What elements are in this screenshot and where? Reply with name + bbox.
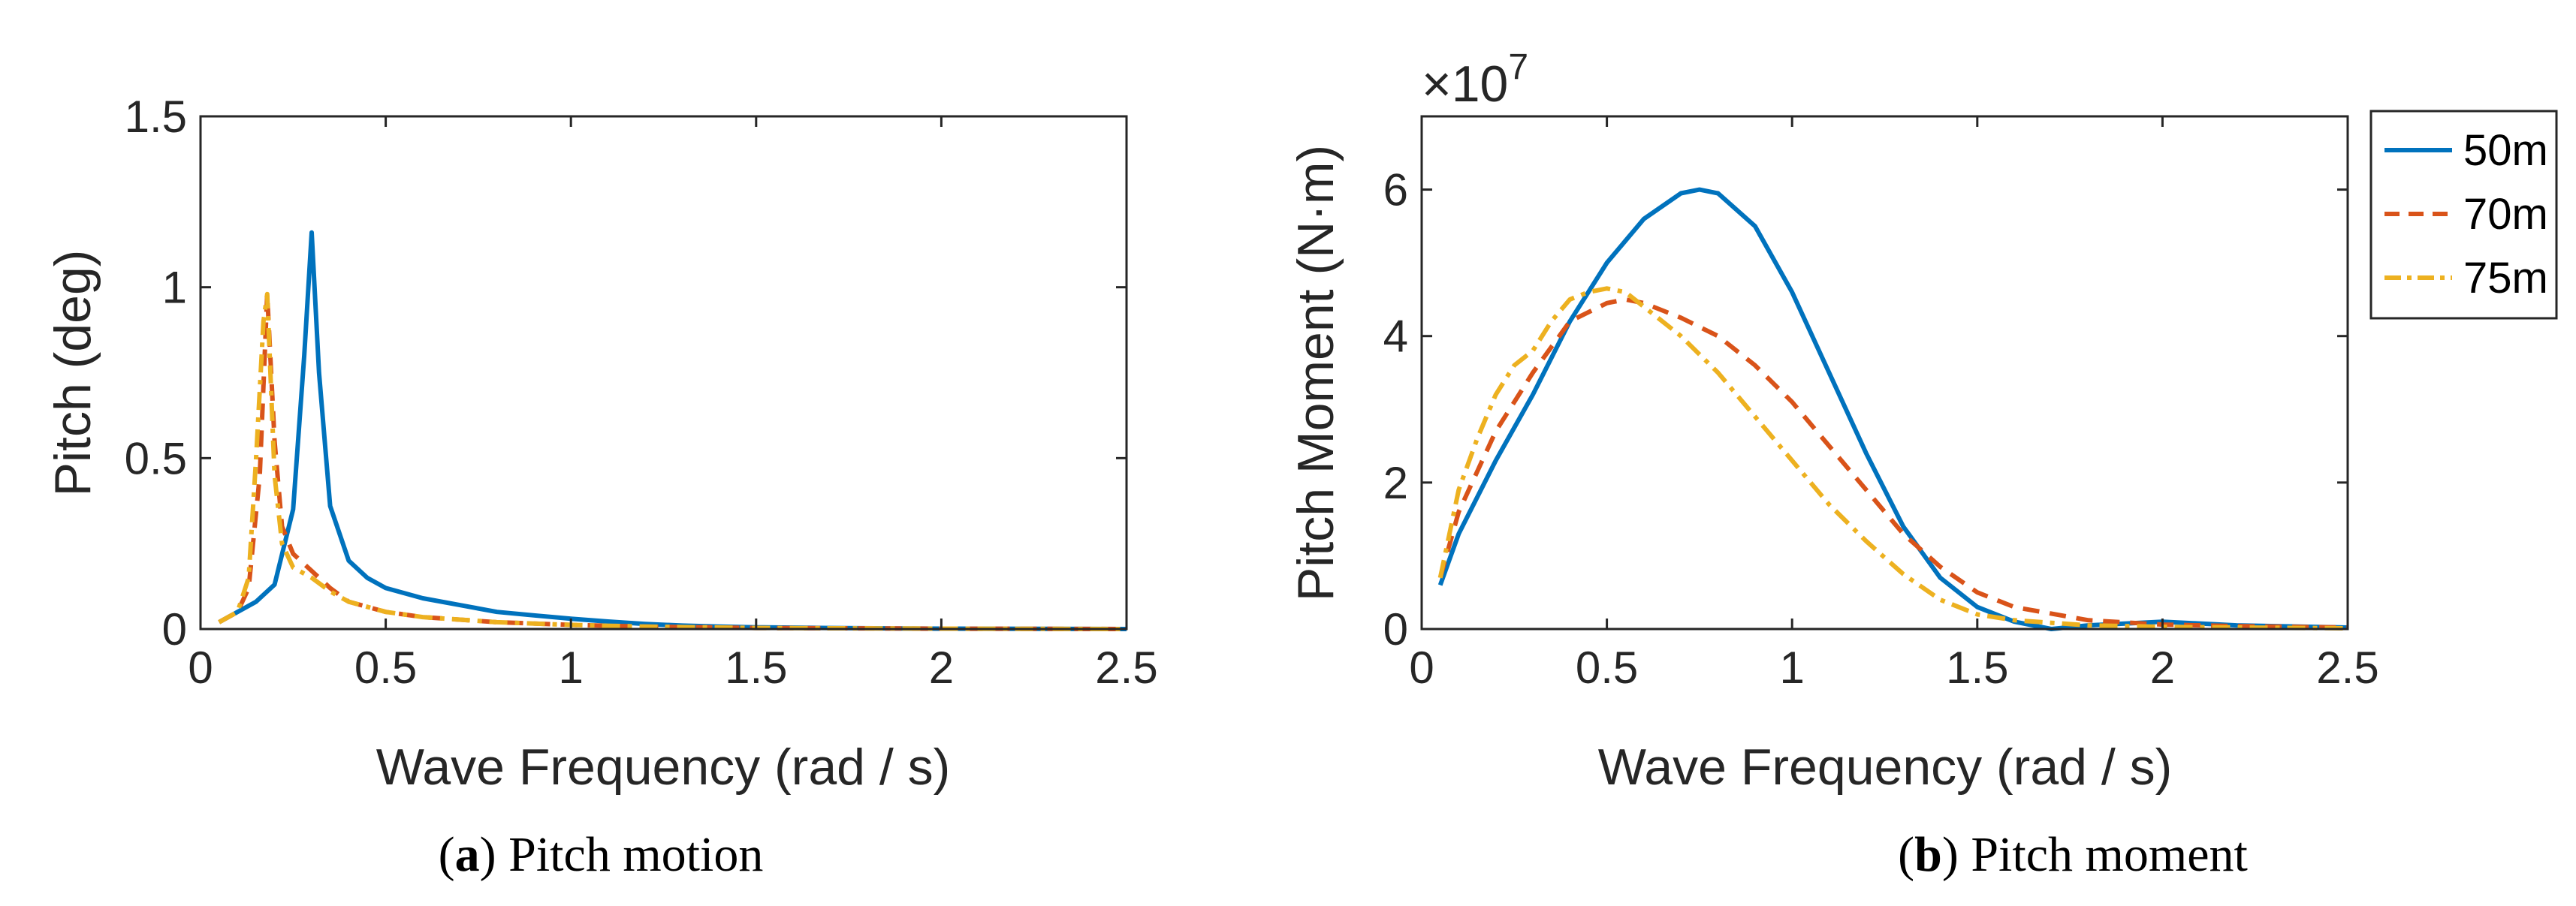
y-tick-label: 2 [1383,458,1408,508]
y-axis-label-b: Pitch Moment (N·m) [1287,145,1344,601]
scale-base: ×10 [1422,56,1508,113]
caption-a: (a) Pitch motion [439,827,764,882]
x-tick-label: 0.5 [1576,643,1638,693]
legend-label-75m: 75m [2463,254,2548,303]
chart-pitch-motion: 0 0.5 1 1.5 2 2.5 0 0.5 1 1.5 Wave Frequency (ra… [44,92,1158,882]
x-tick-label: 0 [1409,643,1434,693]
series-line-75m [1437,286,2348,631]
x-tick-label: 1.5 [725,643,787,693]
x-tick-label: 2.5 [1095,643,1157,693]
series-line-70m [1437,296,2348,630]
scale-exponent: 7 [1508,47,1528,87]
y-tick-label: 0 [1383,604,1408,655]
scale-label-b: ×107 [1422,47,1528,113]
legend: 50m 70m 75m [2369,110,2558,320]
x-axis-label-a: Wave Frequency (rad / s) [376,739,951,796]
x-tick-label: 1 [559,643,584,693]
chart-pitch-moment: 0 0.5 1 1.5 2 2.5 0 2 4 6 ×107 Wave Frequency (r… [1287,47,2558,882]
x-tick-label: 1 [1780,643,1805,693]
y-tick-label: 1 [162,263,187,313]
plot-area-b [1422,116,2348,629]
legend-box [2369,110,2558,320]
axes-frame-a [199,115,1128,631]
plot-area-a [201,116,1127,629]
x-tick-label: 2 [2150,643,2175,693]
y-tick-label: 1.5 [125,92,187,142]
axes-frame-b [1420,115,2349,631]
legend-label-70m: 70m [2463,190,2548,239]
x-tick-label: 2.5 [2316,643,2378,693]
caption-a-letter: a [455,827,480,882]
caption-b-letter: b [1914,827,1942,882]
x-axis-label-b: Wave Frequency (rad / s) [1598,739,2173,796]
x-tick-label: 1.5 [1946,643,2008,693]
y-tick-label: 0.5 [125,433,187,483]
y-tick-label: 0 [162,604,187,655]
series-line-75m [218,291,1127,631]
caption-b-text: Pitch moment [1971,827,2247,882]
caption-a-text: Pitch motion [508,827,763,882]
x-tick-label: 2 [929,643,954,693]
series-line-50m [1437,187,2348,631]
legend-label-50m: 50m [2463,126,2548,175]
y-axis-label-a: Pitch (deg) [44,250,101,497]
x-tick-label: 0 [188,643,213,693]
caption-b: (b) Pitch moment [1898,827,2248,882]
y-tick-label: 4 [1383,312,1408,362]
x-tick-label: 0.5 [354,643,417,693]
y-tick-label: 6 [1383,165,1408,215]
